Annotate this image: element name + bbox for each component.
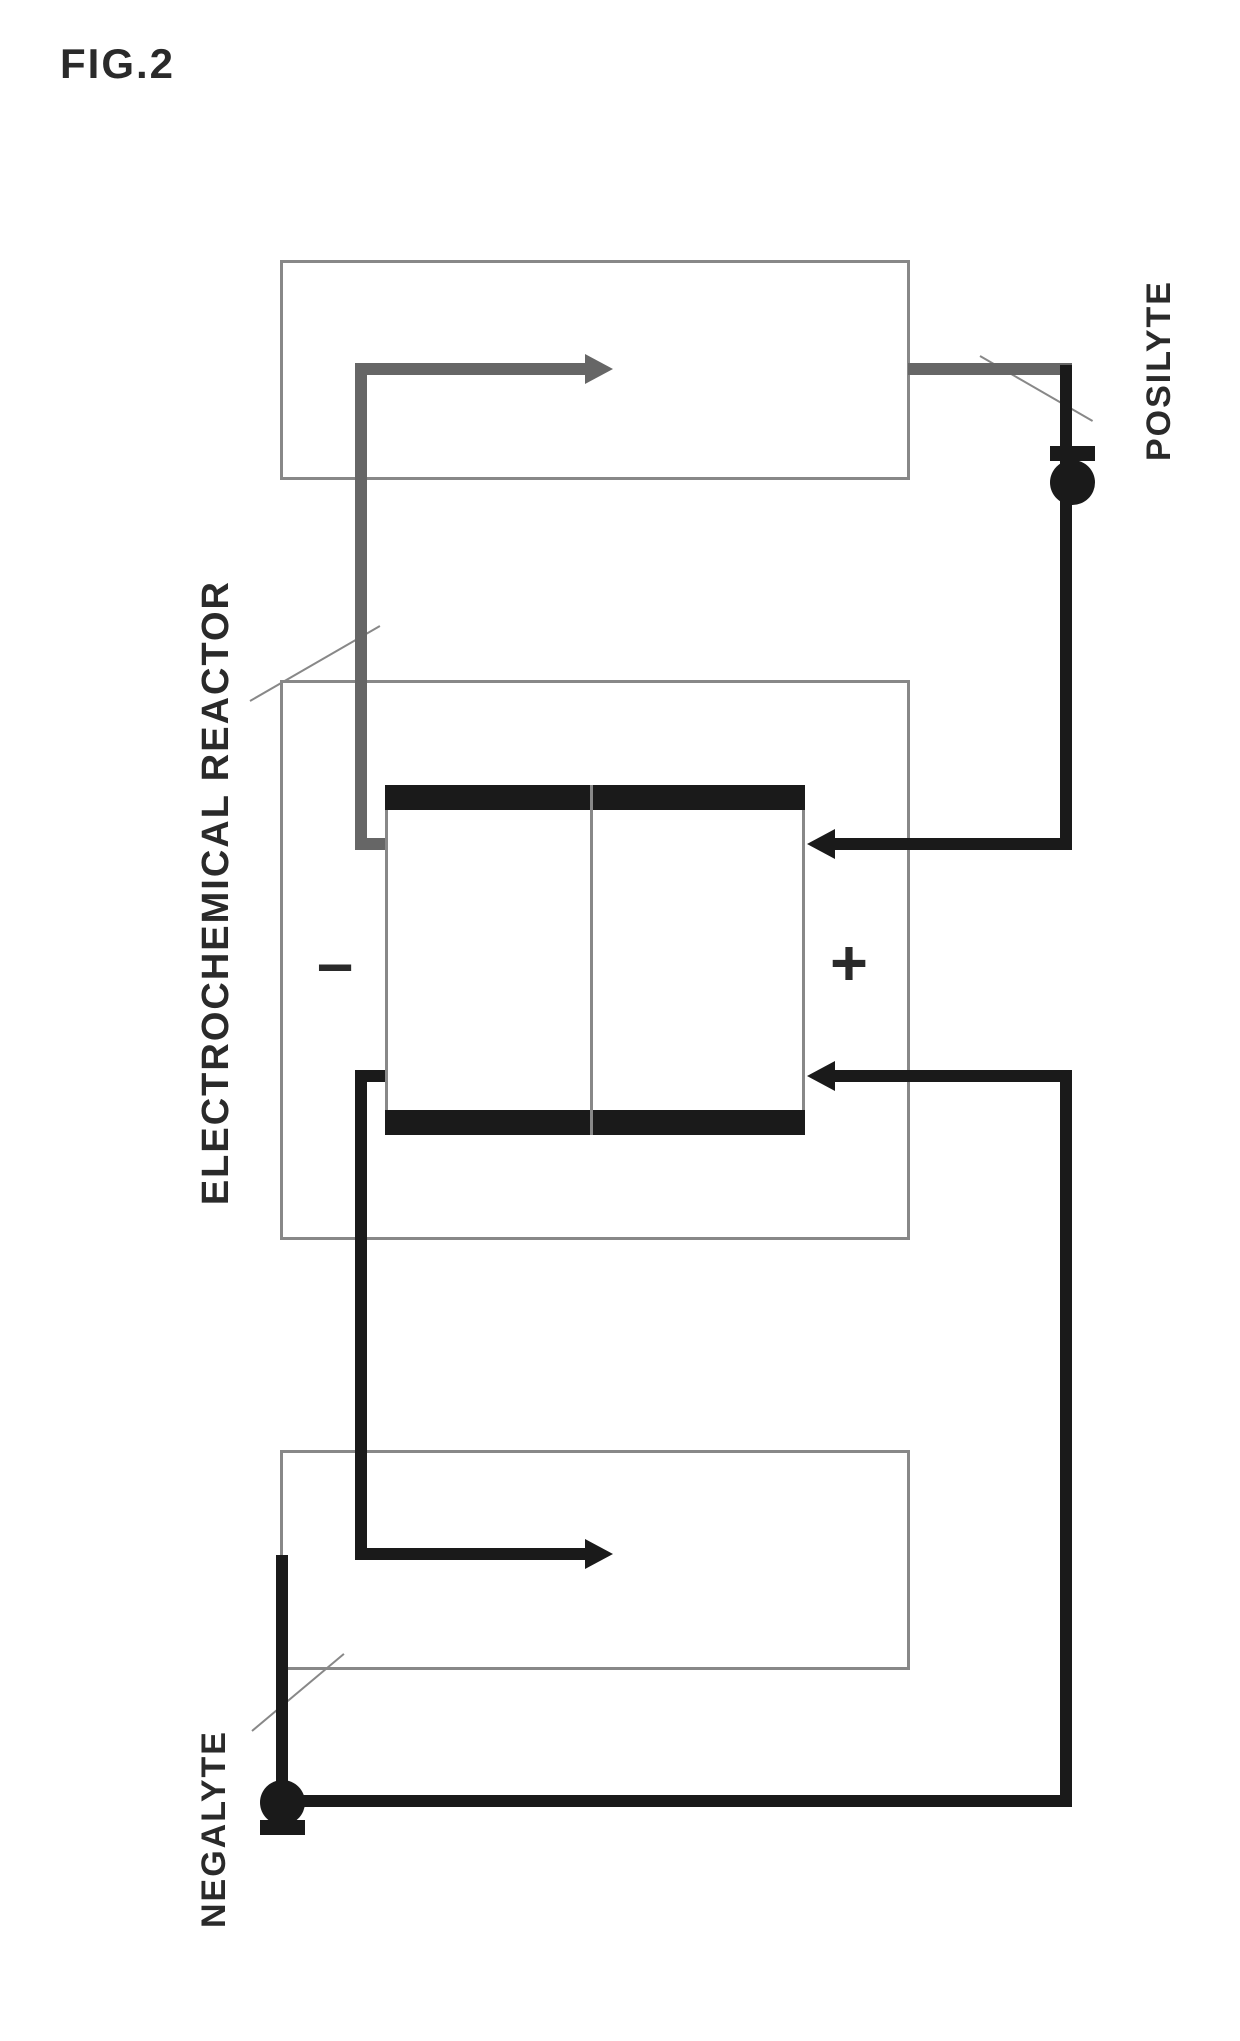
diagram-container: ELECTROCHEMICAL REACTOR NEGALYTE POSILYT… — [0, 200, 1240, 1900]
pos-return-in — [355, 363, 585, 375]
neg-return-in — [355, 1548, 585, 1560]
neg-arrow-into-reactor — [807, 1061, 835, 1091]
electrode-negative — [385, 1110, 805, 1135]
neg-flow-right-up — [1060, 1070, 1072, 1807]
posilyte-label: POSILYTE — [1140, 280, 1179, 461]
pos-arrow-into-tank — [585, 354, 613, 384]
minus-sign: – — [317, 925, 353, 1000]
reactor-inner-box — [385, 785, 805, 1135]
pos-flow-tank-out — [908, 363, 1072, 375]
pos-flow-down — [1060, 485, 1072, 850]
neg-flow-bottom — [282, 1795, 1072, 1807]
reactor-label: ELECTROCHEMICAL REACTOR — [195, 580, 238, 1205]
neg-arrow-into-tank — [585, 1539, 613, 1569]
pos-arrow-into-reactor — [807, 829, 835, 859]
pump-pos-cap — [1050, 446, 1095, 461]
neg-return-down — [355, 1070, 367, 1560]
pump-neg-cap — [260, 1820, 305, 1835]
figure-label: FIG.2 — [60, 40, 175, 88]
electrode-positive — [385, 785, 805, 810]
pos-flow-into-reactor — [835, 838, 1072, 850]
pos-return-up — [355, 363, 367, 850]
plus-sign: + — [830, 925, 868, 1000]
negalyte-label: NEGALYTE — [195, 1730, 234, 1928]
pump-posilyte — [1050, 460, 1095, 505]
neg-flow-into-reactor — [835, 1070, 1072, 1082]
neg-flow-out — [276, 1555, 288, 1808]
membrane — [590, 785, 593, 1135]
